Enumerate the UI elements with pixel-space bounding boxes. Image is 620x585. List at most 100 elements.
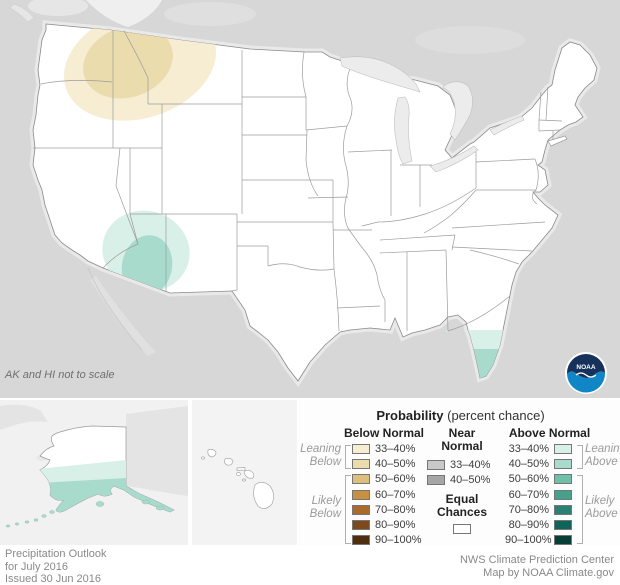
above-label-4: 60–70%: [508, 489, 549, 501]
leaning-above-label: LeaningAbove: [585, 443, 620, 469]
footer-title: Precipitation Outlook: [5, 548, 107, 560]
below-label-6: 80–90%: [375, 519, 416, 531]
canada-relief: [9, 0, 525, 54]
aleutian-islands: [5, 499, 165, 528]
equal-chances-label-1: Equal: [445, 492, 479, 506]
above-label-5: 70–80%: [508, 504, 549, 516]
near-label-1: 33–40%: [450, 459, 491, 471]
legend-row-near-2: 40–50%: [427, 474, 490, 486]
footer-period: for July 2016: [5, 560, 68, 573]
legend-row-above-2: 40–50%: [505, 458, 572, 470]
likely-above-line2: Above: [585, 508, 618, 520]
leaning-below-line2: Below: [309, 456, 341, 468]
conus-map-svg: [0, 0, 620, 398]
above-label-1: 33–40%: [508, 443, 549, 455]
lake-michigan: [394, 96, 413, 165]
alaska-inset-svg: [0, 404, 188, 528]
noaa-logo-sky: [567, 354, 605, 378]
legend-row-near-1: 33–40%: [427, 459, 490, 471]
footer-left: Precipitation Outlook for July 2016 Issu…: [5, 548, 107, 585]
noaa-logo-gull: [575, 372, 597, 378]
leaning-above-line1: Leaning: [585, 443, 620, 455]
below-label-5: 70–80%: [375, 504, 416, 516]
above-swatch-5: [554, 505, 572, 515]
above-swatch-3: [554, 474, 572, 484]
noaa-logo-text: NOAA: [576, 364, 595, 371]
near-normal-header-2: Normal: [441, 439, 483, 453]
island-lanai: [236, 472, 241, 476]
bracket-leaning-above: [577, 445, 583, 469]
lake-superior: [339, 56, 421, 93]
leaning-above-line2: Above: [585, 456, 618, 468]
leaning-below-line1: Leaning: [300, 443, 341, 455]
legend-row-below-2: 40–50%: [352, 458, 415, 470]
hawaii-inset-svg: [201, 448, 274, 509]
above-label-2: 40–50%: [508, 458, 549, 470]
footer-credit: Map by NOAA Climate.gov: [483, 566, 614, 579]
legend-title-rest: (percent chance): [443, 408, 545, 423]
below-swatch-7: [352, 535, 370, 545]
island-maui: [243, 469, 255, 479]
legend-row-above-3: 50–60%: [505, 473, 572, 485]
legend-row-above-7: 90–100%: [505, 534, 572, 546]
state-borders: [33, 30, 563, 332]
lake-ontario: [489, 115, 525, 136]
footer-right: NWS Climate Prediction Center Map by NOA…: [460, 554, 614, 579]
legend-row-below-7: 90–100%: [352, 534, 422, 546]
below-label-4: 60–70%: [375, 489, 416, 501]
legend-row-below-4: 60–70%: [352, 489, 415, 501]
bracket-likely-above: [577, 475, 583, 544]
legend-row-below-3: 50–60%: [352, 473, 415, 485]
above-swatch-1: [554, 444, 572, 454]
legend-row-below-6: 80–90%: [352, 519, 415, 531]
likely-below-line1: Likely: [311, 495, 341, 507]
legend-title-bold: Probability: [376, 408, 444, 423]
above-swatch-2: [554, 459, 572, 469]
above-label-3: 50–60%: [508, 473, 549, 485]
below-label-7: 90–100%: [375, 534, 422, 546]
likely-below-label: Likely Below: [299, 495, 341, 521]
bracket-leaning-below: [345, 445, 351, 469]
below-swatch-5: [352, 505, 370, 515]
likely-above-line1: Likely: [585, 495, 615, 507]
lake-erie: [429, 145, 479, 173]
legend-row-below-5: 70–80%: [352, 504, 415, 516]
leaning-below-label: Leaning Below: [299, 443, 341, 469]
noaa-logo: NOAA: [564, 351, 608, 395]
below-swatch-6: [352, 520, 370, 530]
ak-above-light: [40, 460, 126, 484]
island-hawaii: [253, 481, 274, 509]
hawaii-inset: [190, 398, 299, 547]
island-oahu: [223, 457, 234, 466]
legend-row-below-1: 33–40%: [352, 443, 415, 455]
near-swatch-2: [427, 475, 445, 485]
scale-note: AK and HI not to scale: [5, 369, 115, 381]
noaa-logo-svg: NOAA: [565, 352, 607, 394]
island-molokai: [236, 467, 246, 471]
above-label-6: 80–90%: [508, 519, 549, 531]
noaa-logo-sea: [567, 371, 606, 393]
near-normal-header-1: Near: [448, 426, 476, 440]
great-lakes: [339, 56, 525, 173]
near-swatch-1: [427, 460, 445, 470]
ak-foreign-land: [0, 404, 188, 496]
legend-row-above-6: 80–90%: [505, 519, 572, 531]
above-label-7: 90–100%: [505, 534, 552, 546]
island-niihau: [201, 456, 205, 460]
hawaii-islands: [201, 448, 274, 509]
legend-row-above-1: 33–40%: [505, 443, 572, 455]
below-swatch-1: [352, 444, 370, 454]
long-island: [547, 135, 568, 147]
below-label-3: 50–60%: [375, 473, 416, 485]
conus-map: AK and HI not to scale: [0, 0, 620, 398]
legend-row-above-5: 70–80%: [505, 504, 572, 516]
above-swatch-7: [554, 535, 572, 545]
footer-source: NWS Climate Prediction Center: [459, 554, 614, 566]
equal-chances-swatch: [453, 524, 471, 534]
above-swatch-6: [554, 520, 572, 530]
legend-title: Probability (percent chance): [299, 408, 620, 423]
likely-below-line2: Below: [309, 508, 341, 520]
alaska-inset: [0, 398, 188, 547]
lake-huron: [442, 81, 473, 141]
